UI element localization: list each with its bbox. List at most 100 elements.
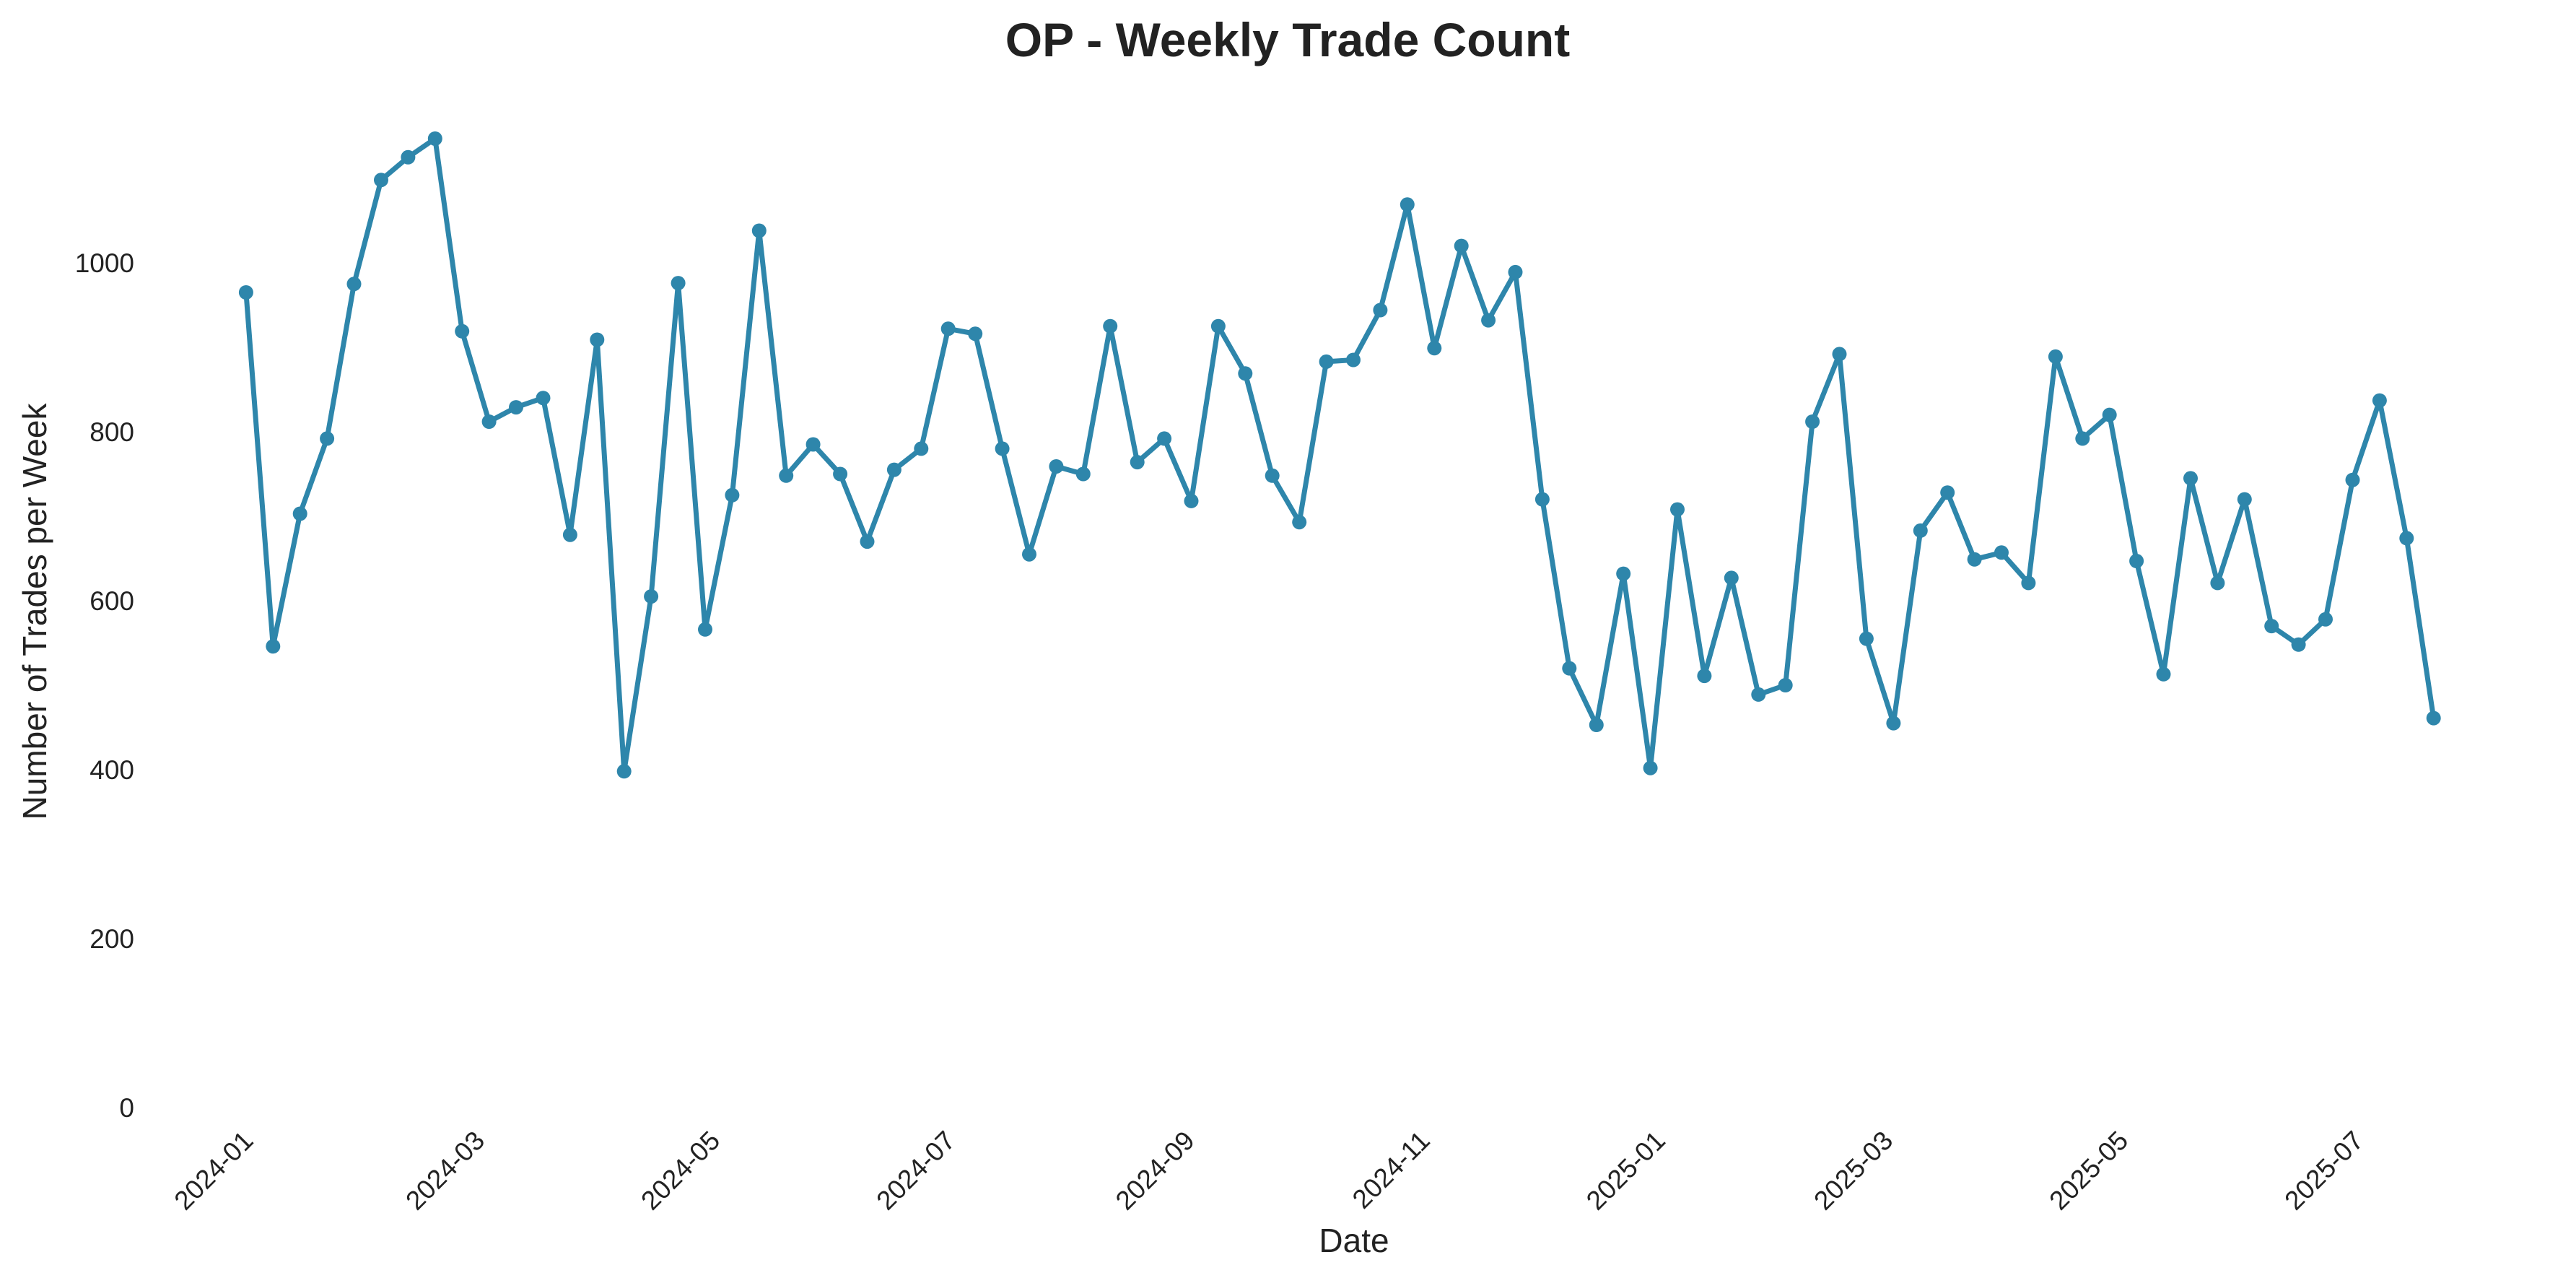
data-point <box>1994 545 2009 560</box>
data-point <box>2291 637 2306 652</box>
data-point <box>751 223 767 238</box>
x-tick-label: 2024-05 <box>635 1126 725 1216</box>
x-tick-label: 2024-11 <box>1347 1126 1436 1214</box>
x-tick-label: 2025-01 <box>1581 1126 1671 1216</box>
data-point <box>1778 678 1793 692</box>
data-point <box>2318 612 2333 627</box>
data-point <box>1265 468 1280 483</box>
data-point <box>346 277 362 292</box>
series-points <box>238 131 2441 779</box>
y-tick-label: 800 <box>89 417 134 447</box>
data-point <box>1859 631 1874 646</box>
data-point <box>1913 523 1928 538</box>
y-tick-label: 400 <box>89 755 134 785</box>
data-point <box>2183 471 2198 486</box>
data-point <box>2345 472 2360 487</box>
data-point <box>1832 347 1847 362</box>
data-point <box>1562 661 1577 676</box>
data-point <box>2237 492 2252 507</box>
y-axis-label: Number of Trades per Week <box>16 403 53 820</box>
chart-title: OP - Weekly Trade Count <box>1005 13 1570 66</box>
y-tick-label: 200 <box>89 924 134 954</box>
data-point <box>1589 718 1604 732</box>
data-point <box>779 468 794 483</box>
data-point <box>1508 264 1523 279</box>
data-point <box>1805 414 1820 429</box>
data-point <box>616 764 632 779</box>
data-point <box>1643 760 1658 775</box>
data-point <box>1373 303 1388 318</box>
data-point <box>266 639 281 654</box>
data-point <box>805 437 821 452</box>
data-point <box>1103 318 1118 334</box>
data-point <box>1210 318 1226 334</box>
data-point <box>1400 197 1415 212</box>
x-tick-label: 2024-09 <box>1110 1126 1200 1216</box>
data-point <box>698 622 712 637</box>
data-point <box>2156 666 2171 682</box>
data-point <box>1130 455 1145 470</box>
x-tick-label: 2025-07 <box>2279 1126 2369 1216</box>
x-axis-label: Date <box>1319 1222 1389 1259</box>
data-point <box>1427 341 1442 356</box>
y-axis-ticks: 0 200 400 600 800 1000 <box>75 248 134 1123</box>
data-point <box>914 441 929 456</box>
data-point <box>725 487 740 503</box>
data-point <box>1049 459 1064 474</box>
data-point <box>2102 407 2117 422</box>
data-point <box>2129 554 2144 568</box>
data-point <box>995 441 1010 456</box>
data-point <box>374 173 388 188</box>
data-point <box>940 321 956 336</box>
data-point <box>671 276 686 291</box>
data-point <box>1346 352 1361 368</box>
data-point <box>1481 313 1496 328</box>
y-tick-label: 600 <box>89 586 134 616</box>
data-point <box>2075 431 2090 446</box>
data-point <box>2399 531 2414 546</box>
data-point <box>2210 575 2225 591</box>
data-point <box>1454 238 1469 253</box>
data-point <box>509 400 523 415</box>
data-point <box>1534 492 1550 507</box>
data-point <box>1751 687 1766 702</box>
data-point <box>886 462 901 477</box>
data-point <box>1238 366 1253 381</box>
data-point <box>320 431 335 446</box>
data-point <box>968 326 983 342</box>
y-tick-label: 1000 <box>75 248 134 278</box>
data-point <box>590 332 605 347</box>
data-point <box>455 323 470 339</box>
data-point <box>401 149 416 165</box>
data-point <box>1697 669 1712 684</box>
x-tick-label: 2024-07 <box>870 1126 961 1216</box>
x-axis-ticks: 2024-01 2024-03 2024-05 2024-07 2024-09 2024-… <box>169 1126 2370 1216</box>
data-point <box>2426 710 2441 726</box>
data-point <box>833 466 848 482</box>
x-tick-label: 2025-05 <box>2043 1126 2134 1216</box>
data-point <box>2021 575 2036 591</box>
data-point <box>2264 619 2279 634</box>
data-point <box>427 131 442 146</box>
data-point <box>2048 349 2063 364</box>
data-point <box>1940 485 1955 500</box>
data-point <box>1967 552 1982 567</box>
data-point <box>1022 547 1036 562</box>
data-point <box>562 527 577 542</box>
data-point <box>1319 354 1334 369</box>
data-point <box>1075 466 1091 482</box>
x-tick-label: 2024-01 <box>169 1126 259 1216</box>
data-point <box>860 534 875 549</box>
x-tick-label: 2024-03 <box>400 1126 490 1216</box>
data-point <box>2372 393 2387 408</box>
data-point <box>1157 431 1172 446</box>
data-point <box>481 414 497 429</box>
data-point <box>536 391 551 406</box>
data-point <box>1616 566 1631 581</box>
y-tick-label: 0 <box>119 1093 134 1123</box>
series-line <box>243 136 2437 774</box>
x-tick-label: 2025-03 <box>1808 1126 1898 1216</box>
data-point <box>238 285 253 300</box>
data-point <box>292 506 307 521</box>
